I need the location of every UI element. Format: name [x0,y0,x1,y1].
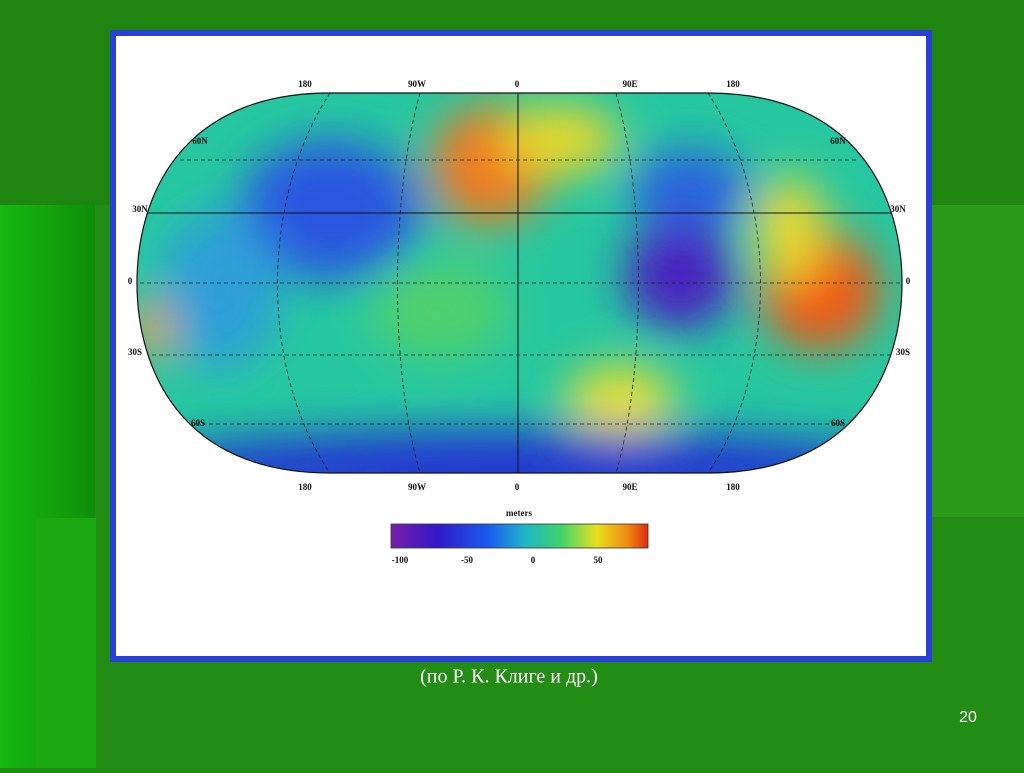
longitude-label: 0 [515,482,520,492]
latitude-label: 0 [128,276,133,286]
latitude-label: 30S [896,347,910,357]
longitude-label: 90E [622,482,637,492]
geoid-map [137,93,902,473]
longitude-label: 180 [726,79,740,89]
longitude-label: 0 [515,79,520,89]
background-band [36,518,96,768]
background-band [932,205,1024,517]
latitude-label: 30S [128,347,142,357]
longitude-label: 90E [622,79,637,89]
longitude-label: 180 [726,482,740,492]
colorbar-tick-label: 0 [531,555,536,565]
latitude-label: 30N [890,204,906,214]
longitude-label: 90W [408,482,426,492]
longitude-label: 90W [408,79,426,89]
map-outline [136,92,903,474]
latitude-label: 60N [192,136,208,146]
colorbar-tick-label: -100 [392,555,409,565]
page-number: 20 [959,709,977,726]
latitude-label: 60S [191,418,205,428]
colorbar-tick-label: -50 [461,555,473,565]
longitude-label: 180 [298,79,312,89]
latitude-label: 0 [906,276,911,286]
colorbar-title: meters [506,508,532,518]
colorbar [390,523,649,549]
latitude-label: 60N [830,136,846,146]
latitude-label: 60S [831,418,845,428]
caption: (по Р. К. Клиге и др.) [420,666,598,688]
colorbar-tick-label: 50 [594,555,604,565]
latitude-label: 30N [132,204,148,214]
longitude-label: 180 [298,482,312,492]
